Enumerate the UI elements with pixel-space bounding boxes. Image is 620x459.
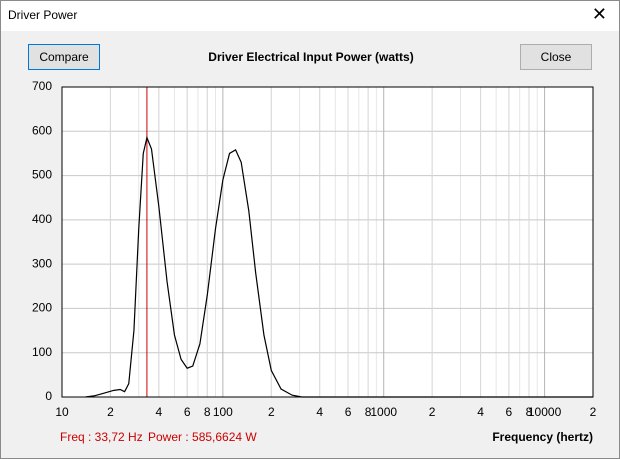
plot-border [61, 86, 594, 398]
window-title: Driver Power [8, 8, 78, 22]
x-tick-label: 2 [429, 405, 436, 419]
x-tick-label: 6 [506, 405, 513, 419]
x-tick-label: 2 [107, 405, 114, 419]
x-tick-label: 2 [268, 405, 275, 419]
freq-readout: Freq : 33,72 Hz [60, 430, 143, 444]
x-tick-label: 2 [590, 405, 597, 419]
x-tick-label: 100 [213, 405, 233, 419]
x-tick-label: 8 [204, 405, 211, 419]
compare-button[interactable]: Compare [28, 44, 100, 70]
chart-title: Driver Electrical Input Power (watts) [208, 50, 413, 64]
x-tick-label: 10 [55, 405, 69, 419]
data-line [85, 135, 593, 398]
y-tick-label: 100 [32, 345, 52, 359]
y-tick-label: 700 [32, 79, 52, 93]
x-tick-label: 4 [316, 405, 323, 419]
x-tick-label: 4 [156, 405, 163, 419]
x-tick-label: 1000 [370, 405, 397, 419]
x-tick-label: 8 [365, 405, 372, 419]
x-tick-label: 6 [184, 405, 191, 419]
y-tick-label: 300 [32, 256, 52, 270]
close-button[interactable]: Close [520, 44, 592, 70]
y-tick-label: 600 [32, 123, 52, 137]
y-tick-label: 200 [32, 301, 52, 315]
x-axis-label: Frequency (hertz) [492, 430, 593, 444]
y-tick-label: 500 [32, 168, 52, 182]
x-tick-label: 10000 [528, 405, 562, 419]
y-tick-label: 400 [32, 212, 52, 226]
power-readout: Power : 585,6624 W [148, 430, 257, 444]
x-tick-label: 4 [477, 405, 484, 419]
title-bar: Driver Power ✕ [1, 1, 619, 31]
plot-area [62, 87, 593, 397]
x-tick-label: 8 [526, 405, 533, 419]
close-x[interactable]: ✕ [591, 4, 607, 24]
y-tick-label: 0 [45, 389, 52, 403]
x-tick-label: 6 [345, 405, 352, 419]
